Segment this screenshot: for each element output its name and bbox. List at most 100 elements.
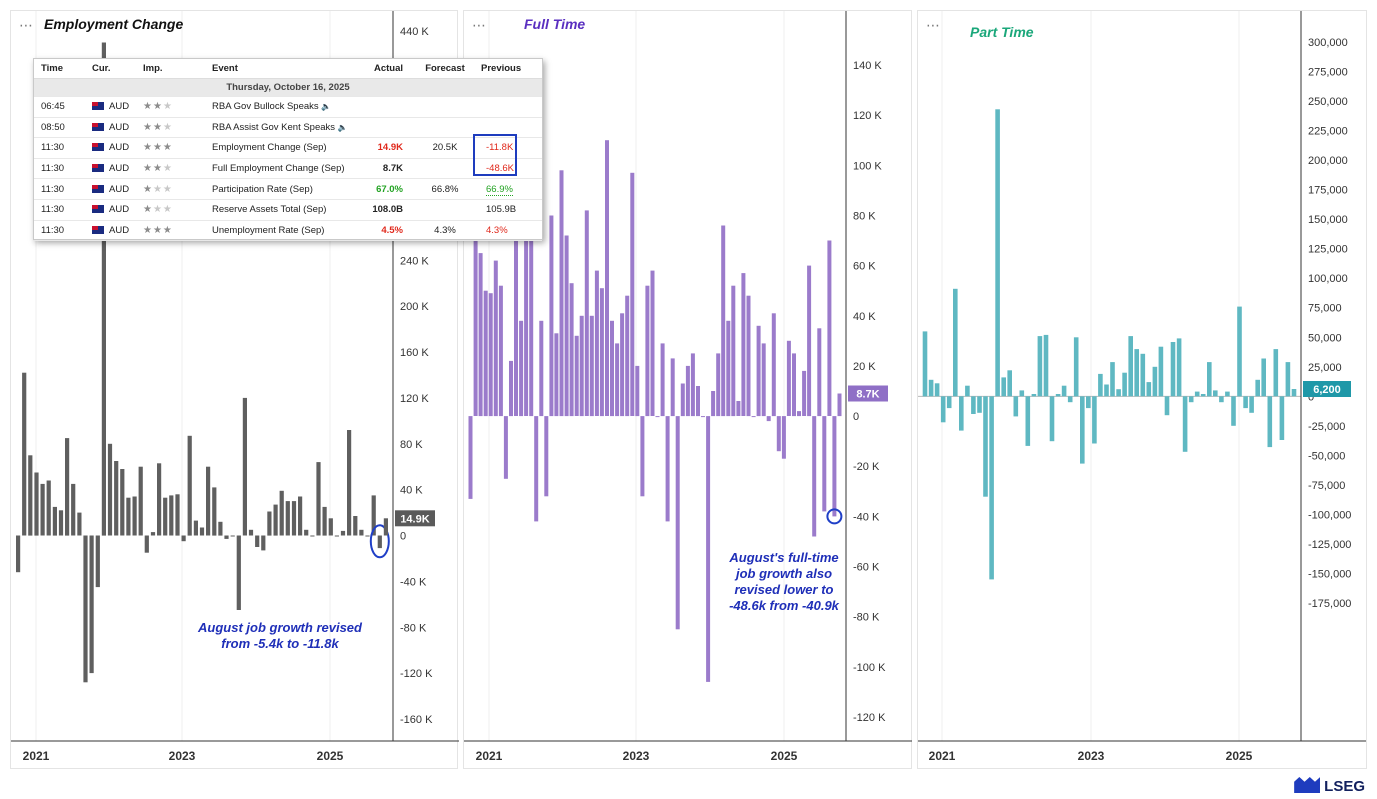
bar	[812, 416, 817, 537]
bar	[383, 518, 388, 536]
bar	[786, 340, 791, 416]
speaker-icon: 🔈	[337, 122, 348, 132]
last-value-label: 6,200	[1313, 384, 1341, 396]
calendar-row[interactable]: 06:45 AUD ★★★ RBA Gov Bullock Speaks 🔈	[34, 96, 542, 118]
bar	[101, 42, 106, 536]
calendar-row[interactable]: 11:30 AUD ★★★ Full Employment Change (Se…	[34, 158, 542, 180]
y-tick-label: 40 K	[400, 485, 423, 497]
bar	[52, 506, 57, 536]
bar	[792, 353, 796, 417]
bar	[114, 461, 119, 536]
speaker-icon: 🔈	[321, 102, 332, 112]
bar	[660, 343, 665, 417]
bar	[696, 386, 700, 417]
bar	[922, 331, 928, 397]
row-currency: AUD	[109, 183, 130, 195]
y-tick-label: 80 K	[400, 439, 423, 451]
bar	[483, 290, 488, 417]
row-currency: AUD	[109, 224, 130, 236]
bar	[359, 529, 364, 536]
bar	[273, 504, 278, 536]
y-tick-label: 225,000	[1308, 126, 1348, 138]
calendar-row[interactable]: 11:30 AUD ★★★ Reserve Assets Total (Sep)…	[34, 199, 542, 221]
bar	[1170, 342, 1176, 397]
row-previous: 4.3%	[486, 224, 508, 236]
bar	[365, 535, 370, 537]
y-tick-label: -40 K	[853, 511, 880, 523]
bar	[716, 353, 721, 417]
bar	[1146, 382, 1152, 397]
last-value-badge	[395, 510, 435, 527]
calendar-row[interactable]: 11:30 AUD ★★★ Employment Change (Sep) 14…	[34, 137, 542, 159]
bar	[1025, 396, 1031, 446]
bar	[1098, 373, 1103, 397]
importance-stars-icon: ★★★	[143, 183, 173, 195]
bar	[584, 210, 589, 416]
calendar-row[interactable]: 11:30 AUD ★★★ Unemployment Rate (Sep) 4.…	[34, 220, 542, 242]
y-tick-label: -175,000	[1308, 598, 1351, 610]
y-tick-label: 150,000	[1308, 214, 1348, 226]
y-tick-label: 20 K	[853, 361, 876, 373]
bar	[16, 535, 21, 573]
bar	[726, 320, 731, 417]
y-tick-label: 50,000	[1308, 332, 1342, 344]
row-currency: AUD	[109, 121, 130, 133]
header-cur: Cur.	[85, 59, 136, 79]
y-tick-label: 140 K	[853, 60, 882, 72]
bar	[1152, 366, 1158, 397]
panel-menu-icon[interactable]: ⋯	[19, 17, 34, 33]
y-tick-label: 275,000	[1308, 67, 1348, 79]
y-tick-label: -80 K	[853, 612, 880, 624]
bar	[316, 462, 321, 536]
lseg-logo-icon	[1294, 777, 1321, 793]
bar	[797, 411, 801, 417]
bar	[1104, 384, 1109, 397]
importance-stars-icon: ★★★	[143, 204, 173, 216]
last-value-badge	[1303, 381, 1351, 397]
row-event: Unemployment Rate (Sep)	[205, 220, 354, 242]
calendar-row[interactable]: 08:50 AUD ★★★ RBA Assist Gov Kent Speaks…	[34, 117, 542, 139]
bar	[193, 520, 198, 536]
bar	[218, 521, 223, 536]
bar	[529, 120, 534, 417]
bar	[304, 529, 309, 536]
bar	[1055, 394, 1061, 397]
bar	[1067, 396, 1073, 403]
panel-menu-icon[interactable]: ⋯	[472, 17, 487, 33]
bar	[1219, 396, 1224, 403]
row-actual: 67.0%	[354, 178, 409, 200]
bar	[685, 365, 690, 417]
x-tick-label: 2021	[23, 749, 50, 763]
y-tick-label: 175,000	[1308, 185, 1348, 197]
bar	[248, 529, 254, 536]
bar	[701, 416, 705, 418]
y-tick-label: 125,000	[1308, 244, 1348, 256]
y-tick-label: 75,000	[1308, 303, 1342, 315]
y-tick-label: -125,000	[1308, 539, 1351, 551]
australia-flag-icon	[92, 143, 104, 152]
row-time: 11:30	[34, 158, 85, 180]
bar	[175, 494, 180, 536]
bar	[539, 320, 544, 417]
bar	[58, 510, 64, 536]
bar	[40, 483, 45, 536]
panel-menu-icon[interactable]: ⋯	[926, 17, 941, 33]
y-tick-label: 100,000	[1308, 273, 1348, 285]
bar	[817, 328, 822, 417]
bar	[267, 511, 272, 536]
bar	[574, 335, 579, 416]
bar	[599, 288, 604, 417]
y-tick-label: 0	[400, 531, 406, 543]
bar	[946, 396, 952, 409]
bar	[665, 416, 670, 522]
bar	[731, 285, 736, 417]
bar	[1207, 362, 1212, 397]
bar	[212, 487, 217, 536]
importance-stars-icon: ★★★	[143, 101, 173, 113]
y-tick-label: 120 K	[400, 393, 429, 405]
y-tick-label: 80 K	[853, 211, 876, 223]
row-forecast	[409, 199, 474, 221]
calendar-row[interactable]: 11:30 AUD ★★★ Participation Rate (Sep) 6…	[34, 178, 542, 200]
row-currency: AUD	[109, 163, 130, 175]
bar	[224, 535, 229, 539]
